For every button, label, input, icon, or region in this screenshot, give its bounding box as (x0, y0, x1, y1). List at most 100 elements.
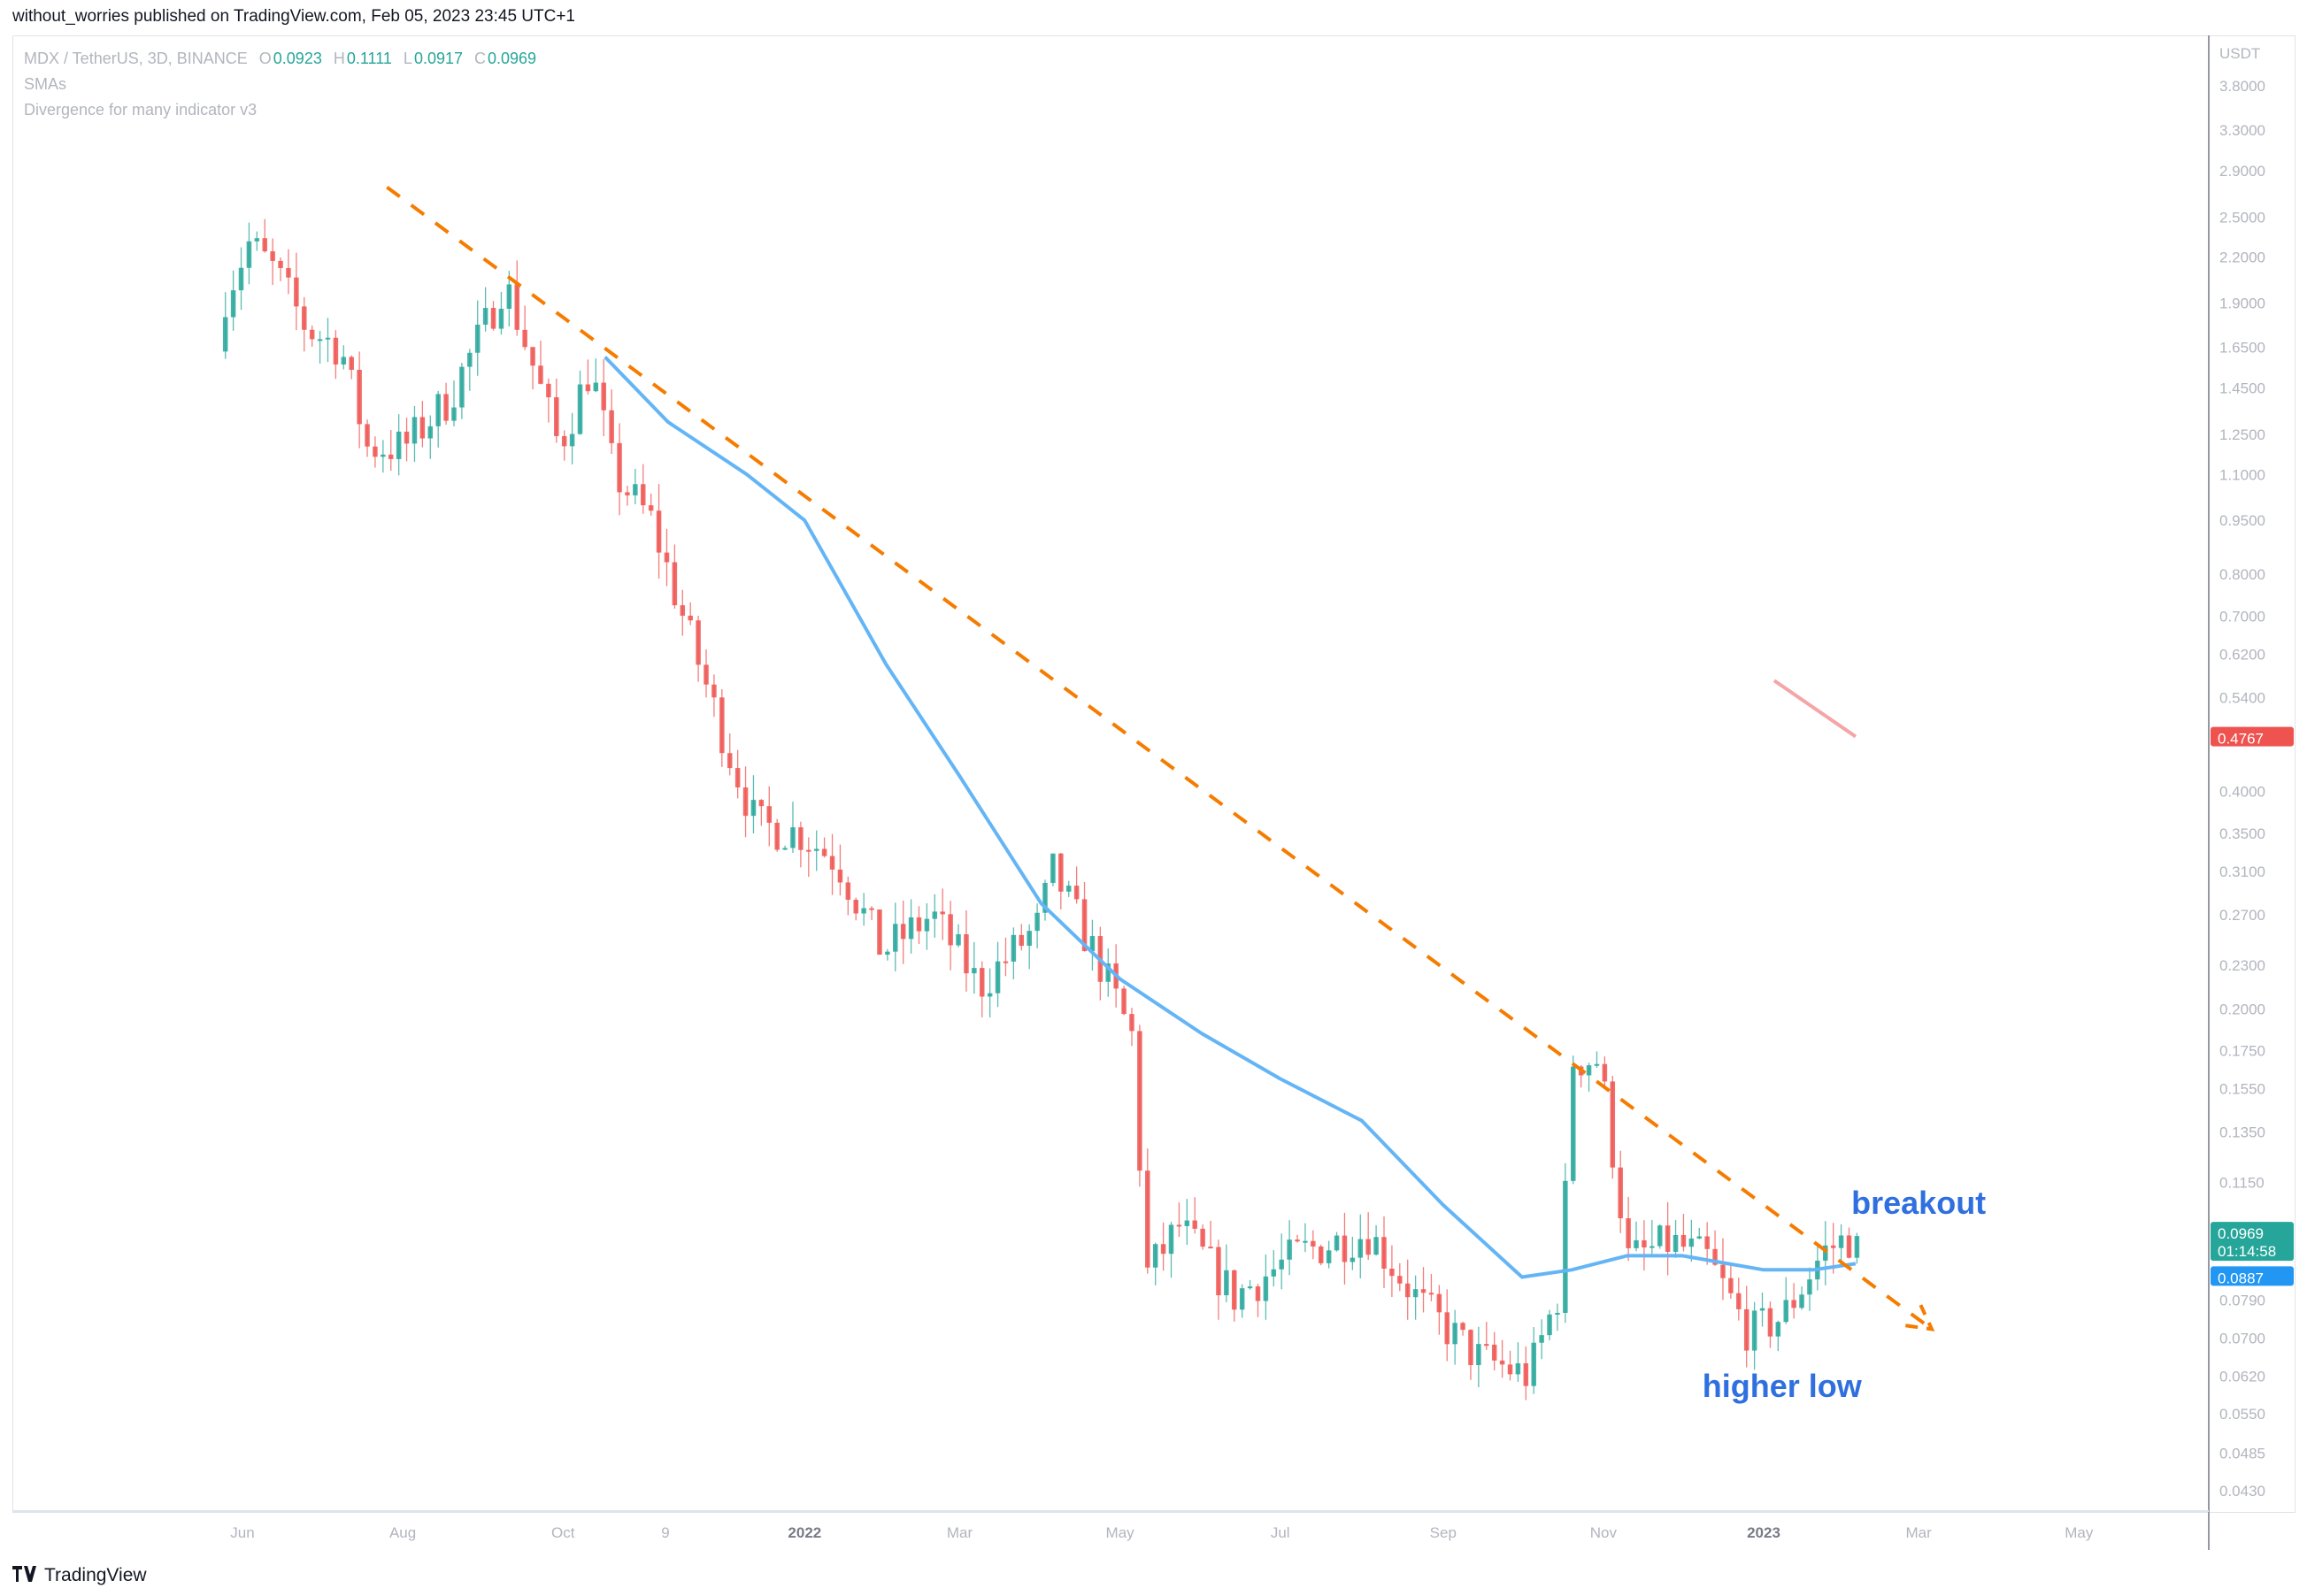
candle (1365, 1212, 1371, 1261)
candle-body (727, 753, 733, 769)
legend-low-key: L (403, 50, 412, 67)
candle-body (1570, 1066, 1576, 1181)
candle (1696, 1227, 1703, 1239)
candle (1807, 1267, 1812, 1311)
candle-body (1602, 1063, 1608, 1082)
candle (1555, 1303, 1560, 1331)
candle-body (696, 620, 701, 665)
candle-body (467, 352, 473, 367)
candle (1397, 1262, 1403, 1292)
candle (1271, 1250, 1277, 1287)
candle-body (357, 370, 362, 425)
legend-open-key: O (258, 50, 272, 67)
candle (538, 341, 543, 385)
candle-body (1704, 1236, 1710, 1249)
candle-body (1145, 1170, 1150, 1268)
candle (1767, 1301, 1773, 1348)
candle (680, 589, 686, 636)
price-tick-label: 0.1550 (2219, 1081, 2265, 1098)
candle-body (861, 908, 866, 914)
candle-body (1531, 1342, 1536, 1386)
candle (1783, 1277, 1788, 1324)
candle (1381, 1216, 1387, 1289)
candle-body (987, 993, 993, 997)
candle (1563, 1162, 1568, 1324)
candle (940, 888, 945, 940)
candle (601, 359, 606, 437)
price-tick-label: 0.6200 (2219, 646, 2265, 663)
candle-body (302, 306, 307, 330)
candle (349, 355, 354, 380)
candle-body (813, 848, 819, 851)
legend-indicator-divergence[interactable]: Divergence for many indicator v3 (24, 101, 258, 119)
candle-body (459, 366, 465, 408)
candle-body (853, 900, 859, 914)
price-tick-label: 0.8000 (2219, 566, 2265, 583)
time-tick-label: Aug (389, 1524, 416, 1541)
price-tick-label: 1.4500 (2219, 380, 2265, 396)
candle (238, 247, 244, 311)
candle-body (1838, 1235, 1844, 1248)
candle-body (601, 382, 606, 411)
candle-body (782, 848, 788, 850)
candle-body (514, 284, 520, 330)
candle (1736, 1278, 1742, 1321)
candle-body (1743, 1308, 1749, 1351)
candle (617, 423, 622, 516)
candle-body (1089, 936, 1096, 952)
candle-body (546, 383, 551, 398)
candle-body (908, 917, 914, 940)
candle-body (625, 492, 630, 495)
candle (1428, 1273, 1434, 1301)
candle-body (1073, 886, 1080, 900)
candle (813, 830, 819, 871)
candle (546, 378, 551, 423)
candle (1775, 1320, 1781, 1352)
candle (388, 430, 394, 472)
candle-body (1357, 1239, 1364, 1258)
candle (222, 292, 228, 359)
candle (861, 893, 866, 926)
candle (1823, 1221, 1828, 1285)
price-tick-label: 0.7000 (2219, 608, 2265, 625)
candle-body (593, 382, 599, 392)
last-price-label-text: 0.0969 (2218, 1225, 2264, 1242)
candle-body (1176, 1224, 1182, 1227)
candle-body (396, 431, 402, 459)
candle-body (262, 238, 267, 252)
candle-body (1680, 1234, 1687, 1247)
candle-body (309, 329, 315, 340)
candle (1089, 919, 1096, 971)
tradingview-footer[interactable]: TradingView (12, 1564, 147, 1587)
candle-body (1184, 1220, 1190, 1226)
candle (585, 359, 591, 395)
candle-body (1830, 1245, 1836, 1248)
chart-legend: MDX / TetherUS, 3D, BINANCE O 0.0923 H 0.1… (24, 46, 543, 123)
candle (1184, 1199, 1190, 1246)
price-tick-label: 0.2300 (2219, 957, 2265, 974)
candle-body (1381, 1237, 1387, 1269)
candle (1145, 1148, 1150, 1274)
legend-close-value: 0.0969 (488, 50, 537, 67)
candle (688, 602, 693, 625)
chart-frame[interactable] (12, 35, 2295, 1513)
candle (1728, 1262, 1734, 1299)
candle-body (821, 848, 827, 856)
candle (1050, 853, 1056, 886)
candle (1357, 1214, 1364, 1278)
candle (593, 358, 599, 393)
candle-body (1807, 1279, 1812, 1295)
candle (704, 648, 709, 698)
candle (869, 906, 874, 920)
candle (1326, 1240, 1332, 1269)
candle (498, 291, 504, 335)
candle (1412, 1275, 1419, 1320)
candle (1539, 1319, 1544, 1360)
legend-indicator-smas[interactable]: SMAs (24, 75, 67, 93)
candle-body (1129, 1014, 1134, 1032)
candle-body (790, 827, 796, 848)
price-tick-label: 0.2700 (2219, 907, 2265, 924)
publisher-line: without_worries published on TradingView… (12, 7, 575, 26)
candle-body (1412, 1289, 1419, 1298)
